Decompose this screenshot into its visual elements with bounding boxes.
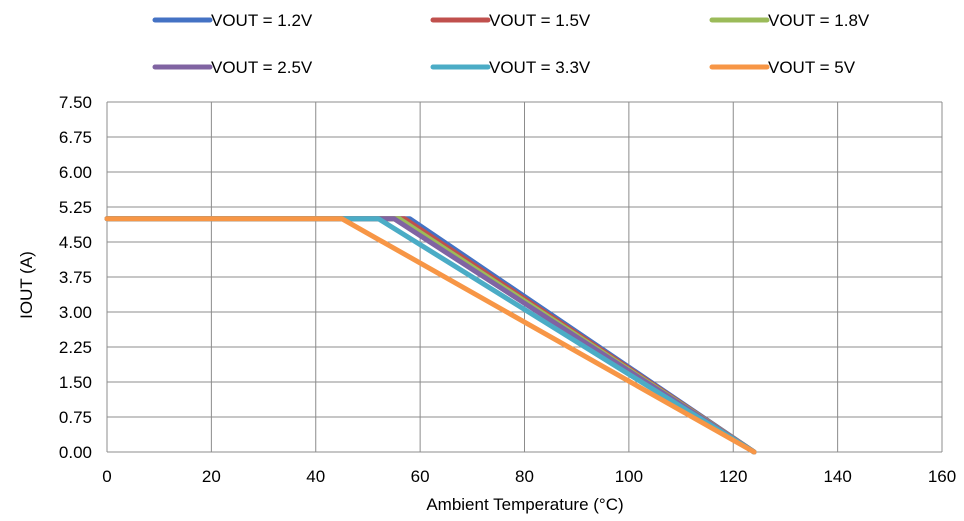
legend-item: VOUT = 1.8V: [709, 11, 870, 30]
legend-label: VOUT = 1.2V: [211, 11, 313, 30]
y-tick-label: 0.75: [59, 408, 92, 427]
grid: [106, 101, 943, 453]
legend-item: VOUT = 3.3V: [430, 58, 591, 77]
legend-label: VOUT = 1.5V: [489, 11, 591, 30]
x-tick-label: 100: [615, 467, 643, 486]
y-tick-label: 2.25: [59, 338, 92, 357]
y-tick-label: 6.00: [59, 163, 92, 182]
y-tick-label: 6.75: [59, 128, 92, 147]
legend-item: VOUT = 2.5V: [152, 58, 313, 77]
legend-label: VOUT = 5V: [768, 58, 856, 77]
y-axis-ticks: 0.00 0.75 1.50 2.25 3.00 3.75 4.50 5.25 6.00 6.75…: [59, 93, 92, 462]
legend-label: VOUT = 3.3V: [489, 58, 591, 77]
y-tick-label: 5.25: [59, 198, 92, 217]
legend-label: VOUT = 2.5V: [211, 58, 313, 77]
x-axis-ticks: 0 20 40 60 80 100 120 140 160: [102, 467, 956, 486]
legend-item: VOUT = 5V: [709, 58, 856, 77]
legend-label: VOUT = 1.8V: [768, 11, 870, 30]
y-tick-label: 4.50: [59, 233, 92, 252]
y-tick-label: 7.50: [59, 93, 92, 112]
legend-item: VOUT = 1.2V: [152, 11, 313, 30]
x-tick-label: 40: [306, 467, 325, 486]
x-axis-title: Ambient Temperature (°C): [426, 495, 623, 514]
x-tick-label: 20: [202, 467, 221, 486]
series-line-6: [104, 216, 757, 455]
x-tick-label: 160: [928, 467, 956, 486]
x-tick-label: 120: [719, 467, 747, 486]
x-tick-label: 0: [102, 467, 111, 486]
y-axis-title: IOUT (A): [17, 251, 36, 319]
legend-item: VOUT = 1.5V: [430, 11, 591, 30]
x-tick-label: 80: [515, 467, 534, 486]
x-tick-label: 60: [411, 467, 430, 486]
legend: VOUT = 1.2V VOUT = 1.5V VOUT = 1.8V VOUT = …: [152, 11, 870, 77]
y-tick-label: 0.00: [59, 443, 92, 462]
y-tick-label: 3.75: [59, 268, 92, 287]
series-group: [104, 216, 757, 455]
x-tick-label: 140: [823, 467, 851, 486]
y-tick-label: 1.50: [59, 373, 92, 392]
y-tick-label: 3.00: [59, 303, 92, 322]
